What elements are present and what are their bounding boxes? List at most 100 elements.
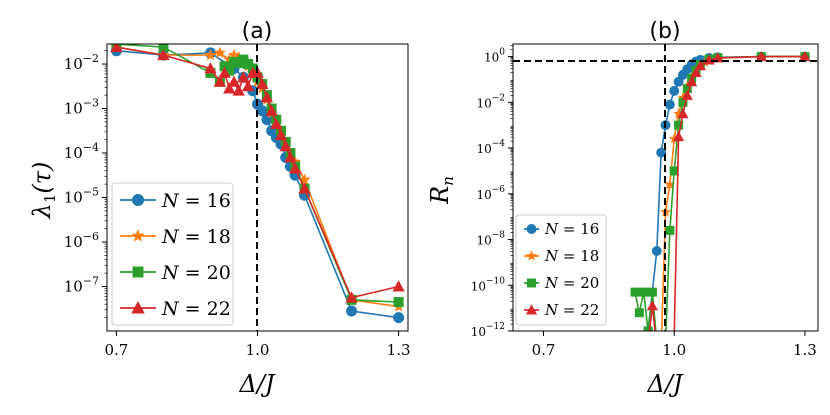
panel-b-y-tick-label: 10−6 <box>476 185 505 202</box>
panel-a-data-point <box>392 280 405 292</box>
panel-a-data-point <box>241 80 255 92</box>
panel-b-ylabel: Rn <box>426 176 457 205</box>
panel-b-legend-label: N = 20 <box>544 274 599 292</box>
panel-b-data-point <box>755 50 767 62</box>
panel-a-xlabel: Δ/J <box>238 370 275 398</box>
panel-b-data-point <box>634 308 644 318</box>
panel-a-data-point <box>223 82 236 94</box>
panel-b-legend-item: N = 20 <box>524 274 599 292</box>
panel-a-data-point <box>224 65 235 76</box>
panel-b-data-point <box>642 337 653 347</box>
panel-b: (b) 0.7 1.0 1.3 10−12 10−10 10−8 10−6 10−4 10−2 1… <box>426 19 819 398</box>
panel-b-data-point <box>630 287 640 297</box>
panel-b-legend-label: N = 22 <box>544 301 599 319</box>
panel-b-x-tick-label: 1.0 <box>662 341 686 359</box>
panel-b-ticks: 0.7 1.0 1.3 10−12 10−10 10−8 10−6 10−4 10−2 100 <box>471 45 817 359</box>
panel-a-data-point <box>274 129 288 141</box>
panel-b-x-tick-label: 0.7 <box>532 341 556 359</box>
panel-a-legend-label: N = 20 <box>161 262 231 284</box>
panel-a-y-tick-label: 10−6 <box>64 230 99 251</box>
panel-b-series-3 <box>638 50 811 354</box>
panel-b-data-point <box>638 344 649 354</box>
panel-a-legend: N = 16 N = 18 N = 20 N = 22 <box>111 182 234 326</box>
panel-b-data-point <box>639 287 649 297</box>
panel-a-ylabel: λ1(τ) <box>28 162 59 220</box>
panel-a-data-point <box>213 75 227 87</box>
panel-b-series-1 <box>660 51 811 331</box>
panel-b-data-point <box>681 89 693 100</box>
panel-b-y-tick-label: 10−2 <box>476 93 505 110</box>
panel-a-legend-label: N = 16 <box>161 190 231 212</box>
panel-b-data-point <box>672 131 685 142</box>
panel-a-legend-item: N = 18 <box>120 226 231 248</box>
panel-a-legend-marker <box>131 193 145 207</box>
panel-a-legend-marker <box>131 301 145 314</box>
panel-b-data-point <box>690 67 702 78</box>
panel-a-data-point <box>260 91 274 103</box>
panel-a-data-point <box>218 66 231 78</box>
panel-a-title: (a) <box>242 19 273 44</box>
panel-a-y-tick-label: 10−7 <box>64 275 99 296</box>
panel-a-data-point <box>204 48 217 61</box>
panel-b-legend-label: N = 16 <box>544 220 599 238</box>
panel-b-series-0 <box>634 51 810 354</box>
panel-a-data-point <box>256 77 269 90</box>
panel-a-legend-label: N = 22 <box>161 298 231 320</box>
panel-a: (a) 0.7 1.0 1.3 10−7 10−6 10−5 10−4 10−3 10−2 Δ/… <box>28 19 411 398</box>
panel-b-legend-label: N = 18 <box>544 247 599 265</box>
panel-b-title: (b) <box>649 19 680 44</box>
panel-b-data-point <box>651 344 662 354</box>
panel-a-data-point <box>393 297 404 308</box>
panel-b-data-point <box>634 344 644 354</box>
svg-text:Rn: Rn <box>426 176 457 205</box>
panel-b-data-point <box>651 246 662 256</box>
panel-a-legend-label: N = 18 <box>161 226 231 248</box>
panel-a-legend-item: N = 20 <box>120 262 231 284</box>
panel-b-data-point <box>665 225 675 235</box>
panel-b-data-point <box>678 97 688 107</box>
panel-b-data-point <box>674 120 684 130</box>
panel-b-legend-item: N = 16 <box>524 220 599 238</box>
panel-b-data-point <box>669 166 679 176</box>
panel-b-legend-marker <box>526 250 537 261</box>
panel-b-y-tick-label: 10−4 <box>476 139 505 156</box>
panel-b-data-point <box>694 60 706 71</box>
panel-a-data-point <box>279 140 292 152</box>
panel-a-data-point <box>288 162 302 174</box>
panel-b-data-point <box>656 147 667 158</box>
panel-a-data-point <box>346 305 358 317</box>
panel-b-y-tick-label: 10−10 <box>471 276 506 293</box>
panel-b-data-point <box>664 99 675 110</box>
panel-a-data-point <box>345 291 358 303</box>
panel-b-data-point <box>646 300 659 311</box>
panel-a-data-point <box>157 48 170 61</box>
panel-b-x-tick-label: 1.3 <box>793 341 817 359</box>
panel-a-y-tick-label: 10−5 <box>64 186 99 207</box>
panel-b-y-tick-label: 10−12 <box>471 322 505 339</box>
panel-a-data-point <box>204 62 217 74</box>
panel-b-legend-marker <box>527 278 536 288</box>
panel-a-data-point <box>213 46 226 58</box>
panel-b-legend: N = 16 N = 18 N = 20 N = 22 <box>515 214 607 326</box>
panel-b-data-point <box>799 50 811 62</box>
panel-a-legend-item: N = 16 <box>120 190 231 212</box>
panel-b-series-2 <box>630 52 810 347</box>
panel-a-x-tick-label: 1.3 <box>387 341 411 359</box>
panel-b-data-point <box>669 85 680 96</box>
panel-b-y-tick-label: 10−8 <box>476 231 505 248</box>
panel-b-series-line <box>634 55 805 331</box>
panel-a-y-tick-label: 10−3 <box>64 97 99 118</box>
panel-a-data-point <box>256 105 268 117</box>
panel-a-legend-item: N = 22 <box>120 298 231 320</box>
panel-a-data-point <box>284 151 297 163</box>
panel-b-data-point <box>652 338 661 347</box>
panel-a-data-point <box>265 104 278 116</box>
panel-a-ticks: 0.7 1.0 1.3 10−7 10−6 10−5 10−4 10−3 10−2 <box>64 50 411 359</box>
panel-b-frame <box>512 43 819 332</box>
panel-b-data-point <box>686 76 698 87</box>
panel-b-legend-box <box>515 214 607 326</box>
panel-b-legend-marker <box>526 224 537 234</box>
panel-b-data-point <box>712 52 724 63</box>
panel-a-y-tick-label: 10−2 <box>64 52 99 73</box>
